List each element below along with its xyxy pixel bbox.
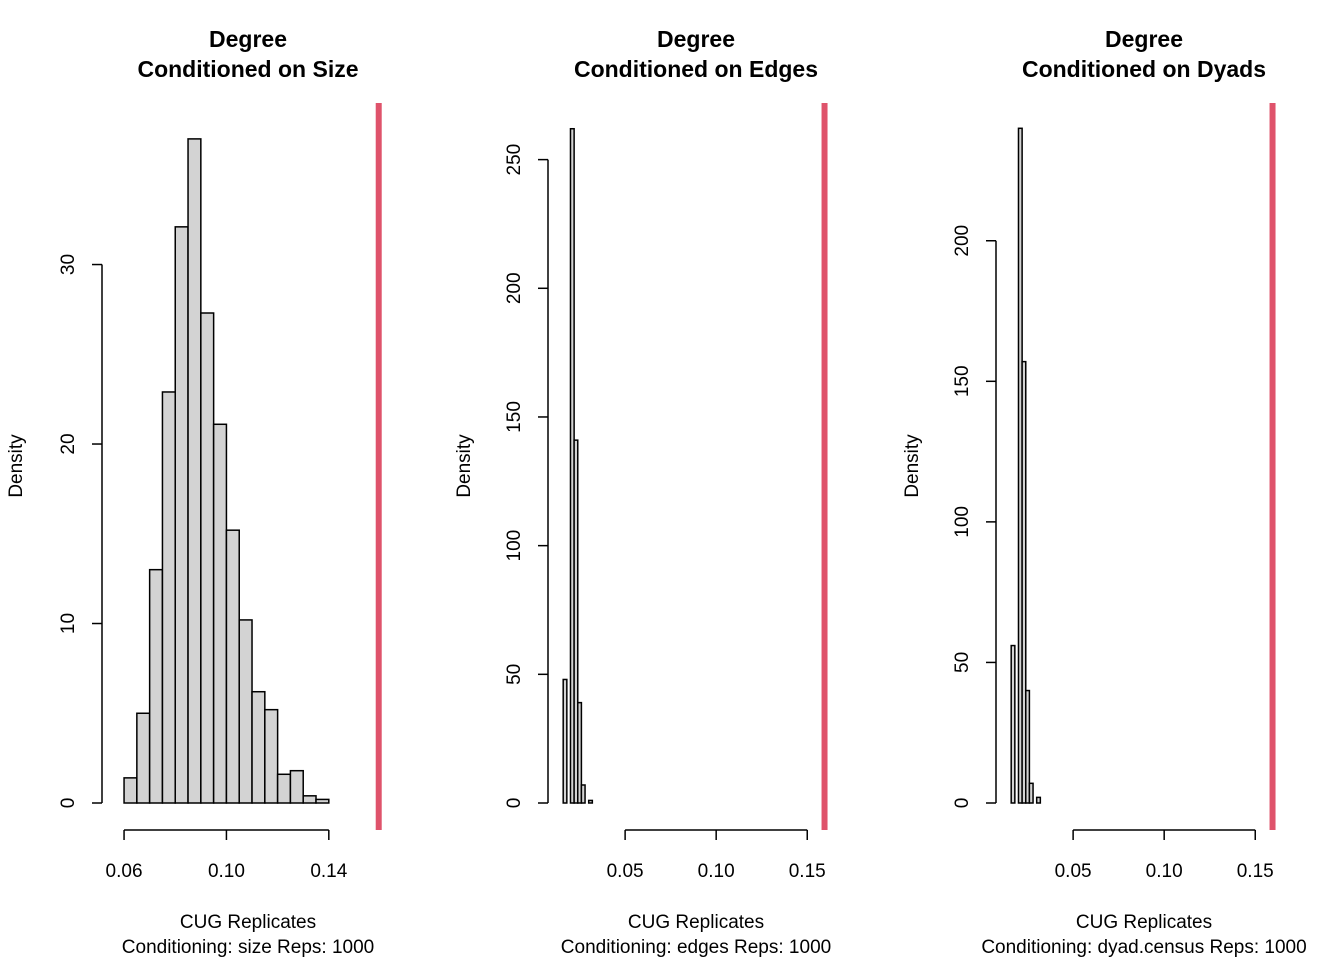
y-tick-label: 50 xyxy=(504,664,525,685)
x-axis-label: CUG Replicates xyxy=(1076,912,1212,933)
y-axis-label: Density xyxy=(454,434,475,498)
histogram-bar xyxy=(161,391,176,804)
histogram-bar xyxy=(123,777,138,804)
y-tick-label: 20 xyxy=(58,433,79,454)
chart-title: Degree xyxy=(1105,26,1183,52)
histogram-bar xyxy=(238,619,253,804)
y-tick-label: 150 xyxy=(504,401,525,433)
histogram-bar xyxy=(1028,782,1034,804)
chart-subtitle: Conditioned on Edges xyxy=(574,56,818,82)
histogram-bar xyxy=(1035,796,1042,804)
y-tick-label: 100 xyxy=(952,506,973,538)
histogram-bar xyxy=(577,701,583,804)
histogram-bar xyxy=(573,439,579,804)
histogram-bar xyxy=(212,423,228,804)
histogram-bar xyxy=(289,769,304,804)
x-tick-label: 0.10 xyxy=(698,861,735,882)
chart-subtitle: Conditioned on Dyads xyxy=(1022,56,1266,82)
x-axis-label: CUG Replicates xyxy=(180,912,316,933)
x-tick-label: 0.15 xyxy=(1237,861,1274,882)
histogram-panel-1: Degree Conditioned on Size 0 10 20 30 0.06 0.10… xyxy=(6,26,382,958)
y-axis-label: Density xyxy=(902,434,923,498)
histogram-bar xyxy=(562,678,568,804)
x-tick-label: 0.10 xyxy=(1146,861,1183,882)
y-axis-label: Density xyxy=(6,434,27,498)
histogram-bar xyxy=(276,773,292,804)
y-tick-label: 0 xyxy=(58,798,79,809)
x-tick-label: 0.05 xyxy=(607,861,644,882)
histogram-panel-3: Degree Conditioned on Dyads 0 50 100 150 200 0.… xyxy=(902,26,1307,958)
conditioning-label: Conditioning: edges Reps: 1000 xyxy=(561,937,831,958)
y-tick-label: 10 xyxy=(58,613,79,634)
histogram-bar xyxy=(225,529,240,804)
conditioning-label: Conditioning: size Reps: 1000 xyxy=(122,937,374,958)
histogram-bar xyxy=(136,712,151,804)
y-tick-label: 250 xyxy=(504,144,525,176)
y-tick-label: 0 xyxy=(504,798,525,809)
histogram-bar xyxy=(174,226,189,804)
histogram-bar xyxy=(187,138,202,804)
histogram-bar xyxy=(315,798,330,804)
histogram-bar xyxy=(264,708,279,804)
y-tick-label: 200 xyxy=(952,225,973,257)
y-tick-label: 200 xyxy=(504,272,525,304)
histogram-bar xyxy=(1010,644,1016,804)
x-tick-label: 0.10 xyxy=(208,861,245,882)
histogram-bar xyxy=(251,690,266,804)
y-tick-label: 100 xyxy=(504,530,525,562)
histogram-bar xyxy=(587,799,594,804)
x-tick-label: 0.06 xyxy=(106,861,143,882)
y-tick-label: 0 xyxy=(952,798,973,809)
y-tick-label: 150 xyxy=(952,365,973,397)
histogram-bar xyxy=(1025,689,1031,804)
histogram-bar xyxy=(1021,360,1027,804)
x-axis-label: CUG Replicates xyxy=(628,912,764,933)
conditioning-label: Conditioning: dyad.census Reps: 1000 xyxy=(981,937,1306,958)
chart-subtitle: Conditioned on Size xyxy=(137,56,358,82)
histogram-bar xyxy=(580,784,586,804)
x-tick-label: 0.15 xyxy=(789,861,826,882)
histogram-bar xyxy=(200,312,215,804)
histogram-bar xyxy=(302,795,317,804)
histogram-bar xyxy=(148,568,164,804)
y-tick-label: 30 xyxy=(58,254,79,275)
y-tick-label: 50 xyxy=(952,652,973,673)
x-tick-label: 0.05 xyxy=(1055,861,1092,882)
chart-title: Degree xyxy=(209,26,287,52)
chart-title: Degree xyxy=(657,26,735,52)
x-tick-label: 0.14 xyxy=(310,861,347,882)
histogram-panel-2: Degree Conditioned on Edges 0 50 100 150 200 25… xyxy=(454,26,831,958)
